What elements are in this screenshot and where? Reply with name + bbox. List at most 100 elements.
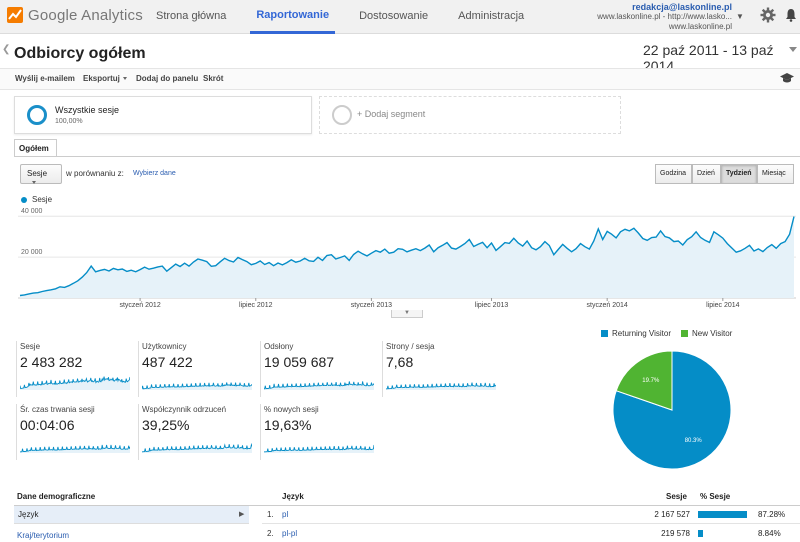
series-area — [20, 216, 794, 298]
metric-select-label: Sesje — [27, 169, 48, 178]
scorecard-value: 39,25% — [142, 417, 190, 433]
granularity-hour[interactable]: Godzina — [655, 164, 692, 184]
scorecard-value: 7,68 — [386, 354, 414, 370]
chevron-right-icon: ▶ — [239, 511, 245, 518]
row-percent: 87.28% — [758, 510, 786, 519]
x-tick-label: lipiec 2014 — [706, 302, 740, 309]
scorecard-value: 00:04:06 — [20, 417, 75, 433]
scorecard-label: Użytkownicy — [142, 342, 187, 351]
sparkline — [142, 382, 252, 390]
share-bar — [698, 530, 703, 537]
sparkline-line — [386, 382, 496, 390]
sparkline-area — [264, 445, 374, 453]
tab-divider — [14, 156, 800, 157]
scorecard-label: Sesje — [20, 342, 41, 351]
pie-legend-returning[interactable]: Returning Visitor — [601, 329, 671, 338]
row-sessions: 219 578 — [661, 529, 690, 538]
add-to-dashboard-button[interactable]: Dodaj do panelu — [136, 74, 199, 83]
demographics-item-label: Język — [18, 510, 39, 519]
sparkline-area — [386, 382, 496, 390]
analytics-logo-icon — [7, 7, 23, 23]
series-line — [19, 216, 795, 297]
email-button[interactable]: Wyślij e-mailem — [15, 74, 75, 83]
pie-legend-label: New Visitor — [692, 329, 733, 338]
export-button[interactable]: Eksportuj — [83, 74, 127, 83]
granularity-month[interactable]: Miesiąc — [757, 164, 794, 184]
scorecard-bounce-rate[interactable]: Współczynnik odrzuceń 39,25% — [138, 404, 252, 460]
row-number: 1. — [267, 510, 274, 519]
language-link[interactable]: pl-pl — [282, 529, 298, 538]
logo[interactable]: Google Analytics — [6, 6, 143, 24]
graduation-cap-icon[interactable] — [780, 72, 794, 84]
segment-ring-empty-icon — [332, 105, 352, 125]
legend-label: Sesje — [32, 195, 53, 204]
nav-customization[interactable]: Dostosowanie — [359, 10, 429, 22]
sparkline-line — [142, 442, 252, 453]
row-sessions: 2 167 527 — [654, 510, 690, 519]
pie-legend-new[interactable]: New Visitor — [681, 329, 732, 338]
demographics-item-country[interactable]: Kraj/terytorium — [17, 531, 70, 540]
language-link[interactable]: pl — [282, 510, 289, 519]
sparkline-area — [264, 381, 374, 390]
choose-metric-link[interactable]: Wybierz dane — [133, 170, 176, 177]
nav-home[interactable]: Strona główna — [156, 10, 227, 22]
scorecard-avg-session-duration[interactable]: Śr. czas trwania sesji 00:04:06 — [16, 404, 130, 460]
add-segment-button[interactable]: + Dodaj segment — [319, 96, 621, 134]
column-header-language[interactable]: Język — [282, 492, 304, 501]
collapse-sidebar-icon[interactable]: ❮ — [2, 44, 11, 55]
chevron-down-icon[interactable] — [789, 47, 797, 52]
sparkline-area — [142, 382, 252, 390]
scorecard-value: 487 422 — [142, 354, 193, 370]
sessions-line-chart[interactable]: 20 000 40 000 styczeń 2012 lipiec 2012 stycz… — [18, 206, 800, 310]
scorecard-pageviews[interactable]: Odsłony 19 059 687 — [260, 341, 374, 397]
x-tick-label: lipiec 2013 — [475, 302, 509, 309]
scorecard-label: Strony / sesja — [386, 342, 435, 351]
y-tick-label: 20 000 — [21, 249, 43, 256]
segment-all-sessions[interactable]: Wszystkie sesje 100,00% — [14, 96, 312, 134]
chart-expand-handle[interactable]: ▼ — [391, 310, 423, 318]
account-view: www.laskonline.pl — [668, 22, 732, 31]
gear-icon[interactable] — [760, 7, 776, 23]
scorecard-sessions[interactable]: Sesje 2 483 282 — [16, 341, 130, 397]
x-tick-label: styczeń 2013 — [351, 302, 392, 309]
nav-reporting[interactable]: Raportowanie — [250, 0, 336, 34]
account-switcher[interactable]: redakcja@laskonline.pl www.laskonline.pl… — [597, 2, 732, 32]
pie-slice — [615, 350, 673, 411]
table-divider — [14, 505, 800, 506]
chevron-down-icon — [122, 77, 127, 81]
compare-label: w porównaniu z: — [66, 169, 124, 178]
export-label: Eksportuj — [83, 74, 120, 83]
chevron-down-icon — [32, 181, 36, 185]
shortcut-button[interactable]: Skrót — [203, 74, 224, 83]
tab-overview[interactable]: Ogółem — [14, 139, 57, 157]
granularity-week[interactable]: Tydzień — [721, 164, 757, 184]
scorecard-pages-per-session[interactable]: Strony / sesja 7,68 — [382, 341, 496, 397]
row-number: 2. — [267, 529, 274, 538]
demographics-item-language[interactable]: Język — [14, 506, 249, 524]
visitor-type-pie-chart[interactable]: 80.3% 19.7% — [612, 350, 732, 470]
chevron-down-icon[interactable]: ▼ — [736, 12, 744, 21]
y-tick-label: 40 000 — [21, 208, 43, 215]
column-header-sessions[interactable]: Sesje — [666, 492, 687, 501]
legend-swatch — [681, 330, 688, 337]
column-header-sessions-pct[interactable]: % Sesje — [700, 492, 731, 501]
sparkline — [264, 381, 374, 390]
scorecard-value: 19 059 687 — [264, 354, 335, 370]
nav-admin[interactable]: Administracja — [458, 10, 525, 22]
row-percent: 8.84% — [758, 529, 781, 538]
granularity-day[interactable]: Dzień — [692, 164, 721, 184]
pie-slice-label: 80.3% — [685, 438, 703, 444]
sparkline-line — [20, 444, 130, 453]
scorecard-new-sessions[interactable]: % nowych sesji 19,63% — [260, 404, 374, 460]
sparkline-line — [20, 376, 130, 390]
sparkline — [142, 442, 252, 453]
app-name: Google Analytics — [28, 6, 143, 24]
metric-select[interactable]: Sesje — [20, 164, 62, 185]
sparkline-line — [142, 382, 252, 390]
bell-icon[interactable] — [784, 8, 798, 22]
report-toolbar: Wyślij e-mailem Eksportuj Dodaj do panel… — [0, 68, 800, 90]
scorecard-users[interactable]: Użytkownicy 487 422 — [138, 341, 252, 397]
account-property: www.laskonline.pl - http://www.lasko... — [597, 12, 732, 21]
scorecard-label: Współczynnik odrzuceń — [142, 405, 227, 414]
x-tick-label: lipiec 2012 — [239, 302, 273, 309]
